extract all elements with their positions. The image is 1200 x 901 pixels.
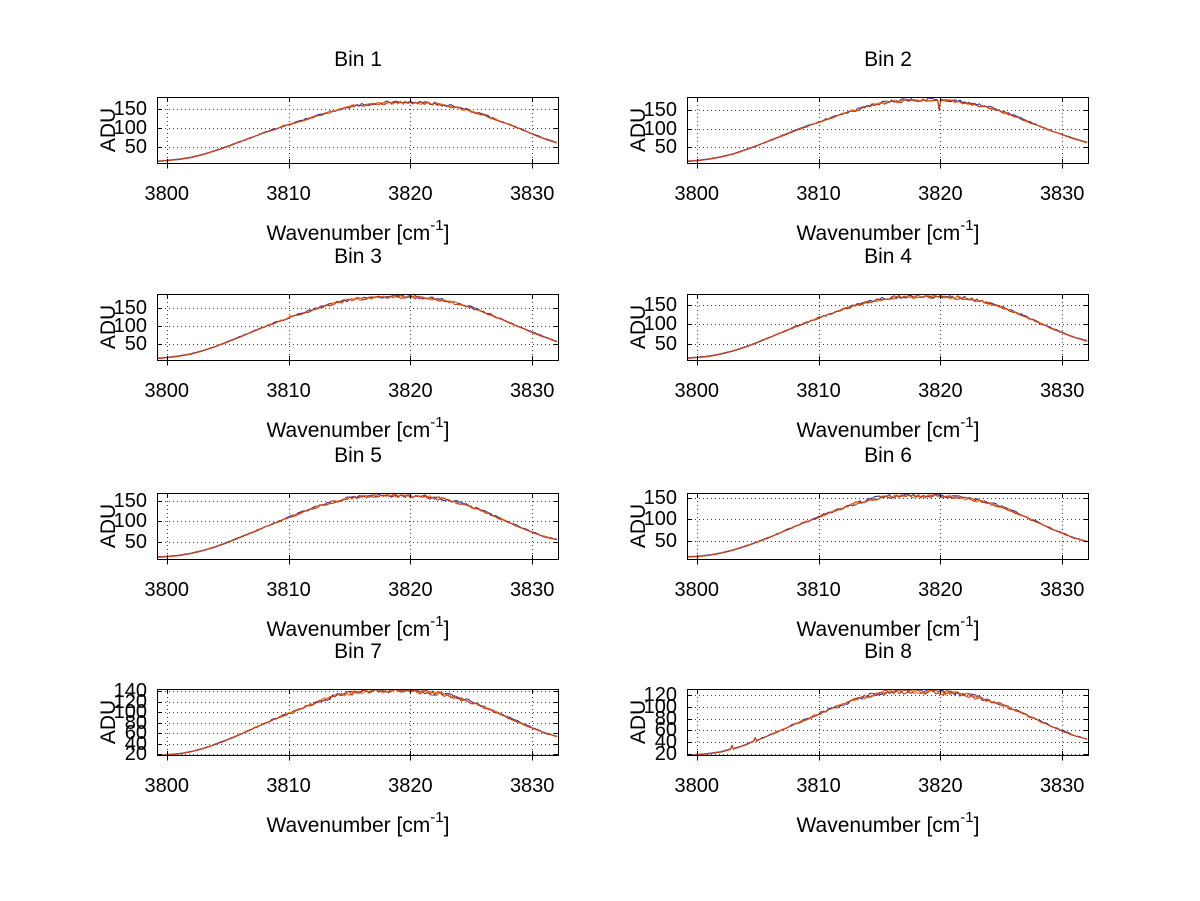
- x-tick-label: 3820: [918, 775, 963, 797]
- plot-title: Bin 2: [864, 48, 912, 71]
- subplot-bin-4: Bin 4 ADU Wavenumber [cm-1] 3800 3810 3820…: [557, 239, 1119, 444]
- y-tick-label: 140: [113, 680, 147, 703]
- x-tick-label: 3800: [674, 183, 719, 205]
- y-tick-label: 50: [124, 333, 147, 356]
- x-tick-label: 3830: [509, 183, 555, 205]
- x-axis-label: Wavenumber [cm-1]: [796, 809, 980, 837]
- y-tick-label: 150: [643, 486, 677, 509]
- y-tick-label: 150: [643, 99, 677, 122]
- y-tick-label: 100: [643, 696, 677, 719]
- x-tick-label: 3800: [144, 183, 189, 205]
- plot-area: [687, 294, 1089, 366]
- x-tick-label: 3800: [144, 380, 189, 402]
- x-tick-label: 3810: [266, 183, 311, 205]
- x-tick-label: 3830: [1039, 183, 1085, 205]
- x-tick-label: 3810: [796, 579, 841, 601]
- y-tick-label: 40: [124, 732, 147, 755]
- x-tick-label: 3830: [1039, 775, 1085, 797]
- y-tick-label: 80: [124, 711, 147, 734]
- x-axis-label: Wavenumber [cm-1]: [266, 613, 450, 641]
- plot-area: [687, 493, 1089, 565]
- x-tick-label: 3810: [266, 775, 311, 797]
- x-tick-label: 3810: [796, 380, 841, 402]
- x-axis-label: Wavenumber [cm-1]: [796, 217, 980, 245]
- x-axis-label: Wavenumber [cm-1]: [266, 217, 450, 245]
- y-tick-label: 20: [654, 742, 677, 765]
- y-tick-label: 100: [113, 116, 147, 139]
- plot-title: Bin 8: [864, 640, 912, 663]
- x-axis-label: Wavenumber [cm-1]: [796, 414, 980, 442]
- x-tick-label: 3830: [509, 579, 555, 601]
- x-tick-label: 3810: [796, 183, 841, 205]
- plot-area: [157, 493, 559, 565]
- plot-title: Bin 4: [864, 245, 912, 268]
- x-tick-label: 3810: [266, 579, 311, 601]
- x-tick-label: 3830: [1039, 579, 1085, 601]
- plot-area: [157, 97, 559, 169]
- y-tick-label: 50: [654, 332, 677, 355]
- y-tick-label: 120: [113, 690, 147, 713]
- subplot-bin-2: Bin 2 ADU Wavenumber [cm-1] 3800 3810 3820…: [557, 42, 1119, 247]
- y-tick-label: 100: [643, 117, 677, 140]
- subplot-bin-1: Bin 1 ADU Wavenumber [cm-1] 3800 3810 3820…: [27, 42, 589, 247]
- subplot-bin-8: Bin 8 ADU Wavenumber [cm-1] 3800 3810 3820…: [557, 634, 1119, 839]
- y-tick-label: 50: [654, 136, 677, 159]
- x-tick-label: 3800: [144, 775, 189, 797]
- y-tick-label: 100: [643, 508, 677, 531]
- x-axis-label: Wavenumber [cm-1]: [796, 613, 980, 641]
- y-tick-label: 40: [654, 731, 677, 754]
- plot-area: [687, 689, 1089, 761]
- x-tick-label: 3800: [674, 579, 719, 601]
- x-tick-label: 3820: [388, 183, 433, 205]
- x-tick-label: 3800: [674, 775, 719, 797]
- y-tick-label: 50: [124, 135, 147, 158]
- subplot-bin-6: Bin 6 ADU Wavenumber [cm-1] 3800 3810 3820…: [557, 438, 1119, 643]
- y-tick-label: 100: [113, 510, 147, 533]
- y-tick-label: 100: [113, 701, 147, 724]
- y-tick-label: 120: [643, 684, 677, 707]
- y-tick-label: 50: [124, 530, 147, 553]
- y-tick-label: 80: [654, 707, 677, 730]
- x-axis-label: Wavenumber [cm-1]: [266, 809, 450, 837]
- x-tick-label: 3820: [918, 380, 963, 402]
- y-tick-label: 150: [113, 296, 147, 319]
- y-tick-label: 20: [124, 743, 147, 766]
- x-tick-label: 3810: [796, 775, 841, 797]
- x-tick-label: 3820: [388, 775, 433, 797]
- y-tick-label: 60: [124, 722, 147, 745]
- plot-area: [157, 689, 559, 761]
- y-tick-label: 100: [643, 313, 677, 336]
- y-tick-label: 150: [113, 97, 147, 120]
- subplot-bin-7: Bin 7 ADU Wavenumber [cm-1] 3800 3810 3820…: [27, 634, 589, 839]
- plot-area: [687, 97, 1089, 169]
- y-tick-label: 100: [113, 315, 147, 338]
- plot-title: Bin 6: [864, 444, 912, 467]
- y-tick-label: 50: [654, 529, 677, 552]
- x-tick-label: 3820: [388, 579, 433, 601]
- x-tick-label: 3820: [918, 579, 963, 601]
- y-tick-label: 150: [113, 489, 147, 512]
- x-tick-label: 3830: [509, 380, 555, 402]
- x-tick-label: 3820: [918, 183, 963, 205]
- plot-title: Bin 1: [334, 48, 382, 71]
- y-tick-label: 150: [643, 293, 677, 316]
- plot-title: Bin 7: [334, 640, 382, 663]
- x-axis-label: Wavenumber [cm-1]: [266, 414, 450, 442]
- y-tick-label: 60: [654, 719, 677, 742]
- plot-area: [157, 294, 559, 366]
- x-tick-label: 3800: [144, 579, 189, 601]
- plot-title: Bin 3: [334, 245, 382, 268]
- x-tick-label: 3830: [509, 775, 555, 797]
- plot-title: Bin 5: [334, 444, 382, 467]
- x-tick-label: 3830: [1039, 380, 1085, 402]
- x-tick-label: 3810: [266, 380, 311, 402]
- x-tick-label: 3800: [674, 380, 719, 402]
- x-tick-label: 3820: [388, 380, 433, 402]
- subplot-bin-3: Bin 3 ADU Wavenumber [cm-1] 3800 3810 3820…: [27, 239, 589, 444]
- subplot-bin-5: Bin 5 ADU Wavenumber [cm-1] 3800 3810 3820…: [27, 438, 589, 643]
